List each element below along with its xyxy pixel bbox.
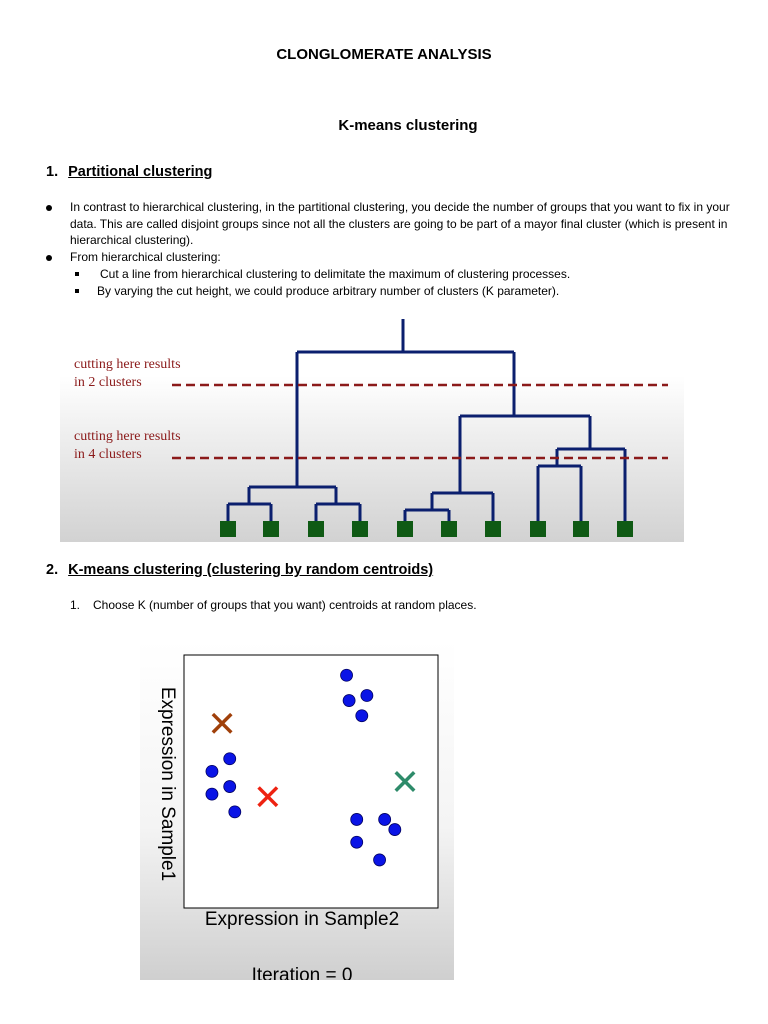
kmeans-scatter-figure: Expression in Sample1 Expression in Samp… (140, 640, 454, 980)
section2-title: K-means clustering (clustering by random… (68, 562, 434, 578)
data-point (205, 764, 219, 778)
centroid-marker (211, 712, 233, 734)
cut2-label-line2: in 4 clusters (74, 447, 142, 462)
cut1-label-line2: in 2 clusters (74, 375, 142, 390)
cut1-label-line1: cutting here results (74, 357, 181, 372)
bullet-marker (46, 205, 52, 211)
document-title: CLONGLOMERATE ANALYSIS (276, 46, 492, 63)
data-point (378, 813, 392, 826)
step-text: Choose K (number of groups that you want… (93, 598, 477, 612)
step-number: 1. (70, 598, 81, 612)
data-point (223, 752, 237, 766)
leaf-node (308, 521, 324, 537)
data-point (373, 853, 386, 867)
section2-heading: 2. K-means clustering (clustering by ran… (46, 562, 433, 578)
section1-heading: 1. Partitional clustering (46, 164, 212, 180)
dendrogram-leaves (220, 521, 633, 537)
data-point (350, 835, 364, 849)
section1-number: 1. (46, 164, 59, 180)
cut2-label-line1: cutting here results (74, 429, 181, 444)
bullet-marker (46, 255, 52, 261)
leaf-node (530, 521, 546, 537)
data-point (205, 787, 219, 801)
leaf-node (573, 521, 589, 537)
leaf-node (617, 521, 633, 537)
x-axis-label: Expression in Sample2 (205, 909, 399, 930)
data-point (342, 694, 356, 707)
document-subtitle: K-means clustering (338, 117, 478, 134)
scatter-marks (205, 668, 416, 867)
bullet-text-1: In contrast to hierarchical clustering, … (70, 200, 730, 247)
plot-area (183, 654, 439, 909)
sub-bullet-text-1: Cut a line from hierarchical clustering … (100, 267, 571, 281)
y-axis-label: Expression in Sample1 (157, 687, 178, 881)
leaf-node (441, 521, 457, 537)
data-point (223, 780, 237, 793)
data-point (355, 709, 369, 723)
sub-bullet-marker (75, 272, 79, 276)
leaf-node (352, 521, 368, 537)
leaf-node (397, 521, 413, 537)
sub-bullet-text-2: By varying the cut height, we could prod… (97, 284, 560, 298)
dendrogram-figure: cutting here results in 2 clusters cutti… (60, 319, 684, 542)
centroid-marker (257, 786, 279, 808)
dendrogram-tree (226, 319, 627, 526)
data-point (340, 668, 353, 682)
sub-bullet-marker (75, 289, 79, 293)
leaf-node (220, 521, 236, 537)
centroid-marker (394, 771, 416, 792)
leaf-node (485, 521, 501, 537)
data-point (360, 689, 374, 702)
section2-number: 2. (46, 562, 59, 578)
section1-title: Partitional clustering (68, 164, 213, 180)
data-point (350, 813, 364, 826)
leaf-node (263, 521, 279, 537)
data-point (388, 823, 402, 836)
bullet-text-2: From hierarchical clustering: (70, 250, 221, 264)
data-point (228, 805, 242, 819)
iteration-caption: Iteration = 0 (252, 965, 353, 980)
